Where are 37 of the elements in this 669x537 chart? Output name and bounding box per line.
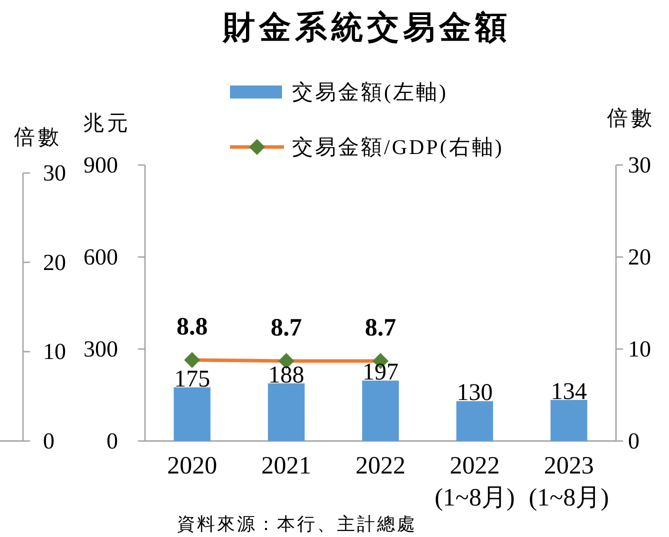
y-tick-label: 900 [84, 152, 118, 178]
x-tick-label: 2022 (1~8月) [434, 452, 515, 512]
data-label: 175 [174, 366, 210, 392]
y-tick-label: 300 [84, 336, 118, 362]
bar [550, 400, 588, 441]
y3-tick-label: 0 [43, 428, 54, 454]
y-axis-title: 兆元 [83, 111, 131, 135]
y2-axis-title: 倍數 [607, 106, 655, 130]
data-label: 8.7 [364, 314, 396, 342]
y2-tick-label: 10 [628, 336, 651, 362]
bar [456, 401, 494, 441]
legend-label: 交易金額/GDP(右軸) [292, 135, 504, 159]
y3-tick-label: 20 [43, 250, 66, 275]
data-label: 188 [268, 362, 304, 388]
data-label: 197 [362, 360, 398, 386]
data-label: 8.7 [270, 314, 302, 342]
x-tick-label: 2021 [261, 452, 312, 480]
data-label: 130 [456, 380, 493, 406]
y2-tick-label: 30 [628, 152, 651, 178]
legend-label: 交易金額(左軸) [292, 80, 448, 104]
y2-tick-label: 20 [628, 244, 651, 270]
x-tick-label: 2023 (1~8月) [528, 452, 609, 512]
source-note: 資料來源：本行、主計總處 [177, 514, 417, 534]
bar [174, 387, 210, 441]
y3-axis-title: 倍數 [14, 125, 62, 149]
chart-title: 財金系統交易金額 [222, 9, 511, 45]
data-label: 134 [550, 378, 587, 405]
x-tick-label: 2022 [356, 452, 406, 480]
y3-tick-label: 10 [43, 339, 66, 364]
y2-tick-label: 0 [628, 428, 640, 454]
bar [268, 383, 305, 441]
x-tick-label: 2020 [167, 452, 218, 480]
y-tick-label: 0 [106, 428, 118, 454]
data-label: 8.8 [176, 314, 208, 341]
y3-tick-label: 30 [43, 160, 66, 186]
bar [362, 380, 399, 441]
y-tick-label: 600 [84, 244, 118, 270]
